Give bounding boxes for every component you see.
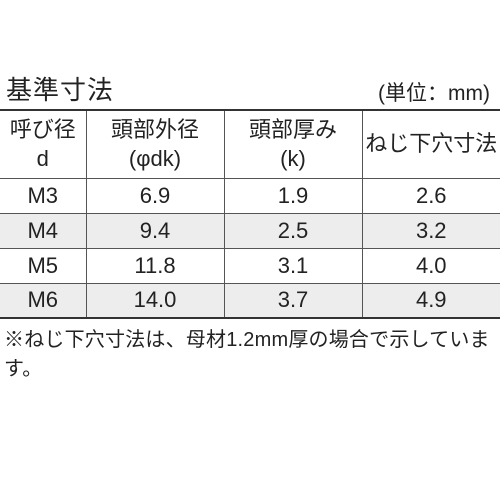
cell: 4.9 xyxy=(362,283,500,318)
cell: 2.5 xyxy=(224,213,362,248)
cell: 4.0 xyxy=(362,248,500,283)
col-header-dk: 頭部外径 (φdk) xyxy=(86,110,224,178)
table-row: M3 6.9 1.9 2.6 xyxy=(0,178,500,213)
cell: 14.0 xyxy=(86,283,224,318)
cell: 2.6 xyxy=(362,178,500,213)
cell: 3.1 xyxy=(224,248,362,283)
col-header-d: 呼び径 d xyxy=(0,110,86,178)
cell: 9.4 xyxy=(86,213,224,248)
col-header-line1: 頭部厚み xyxy=(225,115,362,145)
col-header-line2: (φdk) xyxy=(87,144,224,174)
col-header-line1: 呼び径 xyxy=(0,115,86,145)
cell: 1.9 xyxy=(224,178,362,213)
table-row: M6 14.0 3.7 4.9 xyxy=(0,283,500,318)
col-header-line2: (k) xyxy=(225,144,362,174)
cell: 11.8 xyxy=(86,248,224,283)
col-header-line1: ねじ下穴寸法 xyxy=(363,129,500,159)
footnote: ※ねじ下穴寸法は、母材1.2mm厚の場合で示しています。 xyxy=(0,319,500,381)
col-header-line2: d xyxy=(0,144,86,174)
cell: 6.9 xyxy=(86,178,224,213)
cell: M5 xyxy=(0,248,86,283)
table-row: M5 11.8 3.1 4.0 xyxy=(0,248,500,283)
table-row: M4 9.4 2.5 3.2 xyxy=(0,213,500,248)
cell: M6 xyxy=(0,283,86,318)
unit-label: (単位：mm) xyxy=(378,77,490,107)
dimensions-table: 呼び径 d 頭部外径 (φdk) 頭部厚み (k) ねじ下穴寸法 M3 6 xyxy=(0,109,500,319)
header-row: 基準寸法 (単位：mm) xyxy=(0,70,500,109)
table-header-row: 呼び径 d 頭部外径 (φdk) 頭部厚み (k) ねじ下穴寸法 xyxy=(0,110,500,178)
cell: 3.7 xyxy=(224,283,362,318)
col-header-k: 頭部厚み (k) xyxy=(224,110,362,178)
cell: 3.2 xyxy=(362,213,500,248)
col-header-hole: ねじ下穴寸法 xyxy=(362,110,500,178)
col-header-line1: 頭部外径 xyxy=(87,115,224,145)
table-title: 基準寸法 xyxy=(6,70,114,107)
cell: M4 xyxy=(0,213,86,248)
cell: M3 xyxy=(0,178,86,213)
